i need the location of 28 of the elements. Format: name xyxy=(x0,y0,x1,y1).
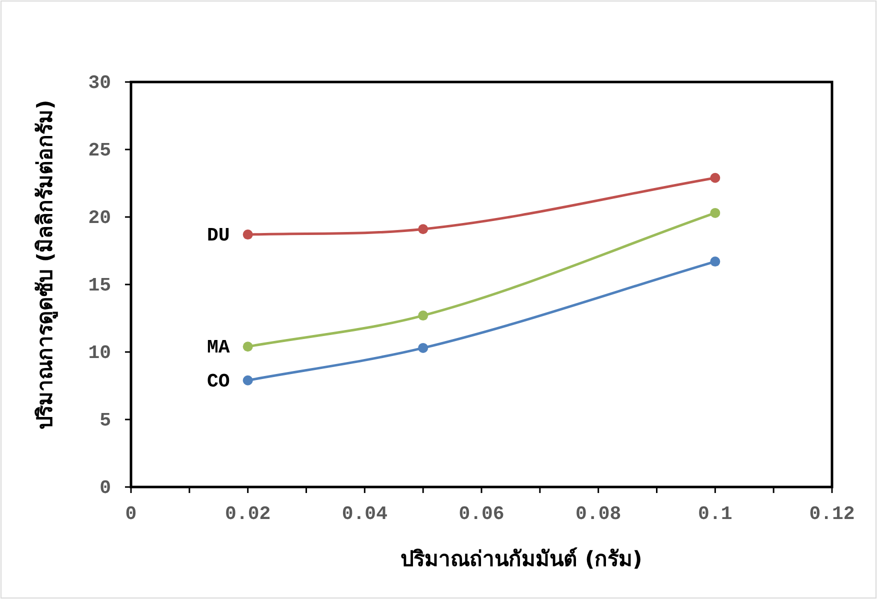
point xyxy=(710,208,720,218)
x-tick-label: 0.02 xyxy=(225,503,271,525)
y-tick-label: 10 xyxy=(88,342,111,364)
y-axis-title: ปริมาณการดูดซับ (มิลลิกรัมต่อกรัม) xyxy=(33,100,59,430)
point xyxy=(242,375,253,386)
y-tick-label: 20 xyxy=(88,207,111,229)
x-tick-label: 0 xyxy=(125,503,137,525)
x-tick-label: 0.1 xyxy=(698,503,732,525)
series-label: CO xyxy=(207,370,230,392)
point xyxy=(418,310,428,321)
y-tick-label: 0 xyxy=(100,477,111,499)
y-tick-label: 30 xyxy=(88,72,111,94)
point xyxy=(710,256,720,267)
series-label: DU xyxy=(207,224,230,247)
x-tick-label: 0.04 xyxy=(342,503,388,525)
x-tick-label: 0.08 xyxy=(576,503,622,525)
y-tick-label: 15 xyxy=(88,274,111,296)
point xyxy=(242,342,253,352)
point xyxy=(418,224,428,234)
point xyxy=(242,230,253,240)
point xyxy=(418,342,428,353)
point xyxy=(710,172,720,183)
x-tick-label: 0.06 xyxy=(458,503,504,525)
x-tick-label: 0.12 xyxy=(809,503,855,525)
y-tick-label: 5 xyxy=(100,410,111,432)
y-tick-label: 25 xyxy=(88,140,111,162)
x-axis-title: ปริมาณถ่านกัมมันต์ (กรัม) xyxy=(400,547,642,571)
series-label: MA xyxy=(207,336,230,359)
